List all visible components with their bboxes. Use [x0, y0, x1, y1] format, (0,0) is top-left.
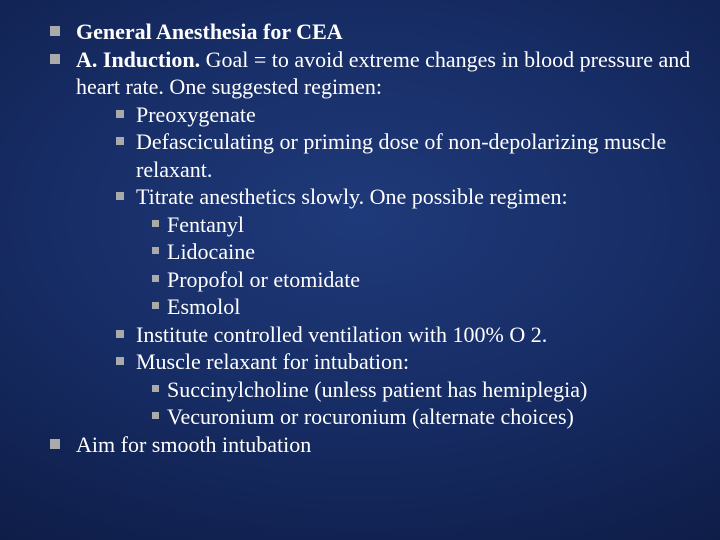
square-bullet-icon	[152, 247, 159, 254]
square-bullet-icon	[116, 357, 124, 365]
list-item-text: A. Induction. Goal = to avoid extreme ch…	[76, 46, 700, 101]
square-bullet-icon	[116, 330, 124, 338]
plain-text: Lidocaine	[167, 239, 255, 264]
square-bullet-icon	[50, 54, 60, 64]
square-bullet-icon	[50, 439, 60, 449]
square-bullet-icon	[152, 220, 159, 227]
list-item: Institute controlled ventilation with 10…	[116, 321, 700, 349]
list-item-text: Fentanyl	[167, 211, 244, 239]
plain-text: Esmolol	[167, 294, 240, 319]
list-item-text: Muscle relaxant for intubation:	[136, 348, 409, 376]
plain-text: Muscle relaxant for intubation:	[136, 349, 409, 374]
square-bullet-icon	[116, 137, 124, 145]
list-item: Fentanyl	[152, 211, 700, 239]
list-item-text: Defasciculating or priming dose of non-d…	[136, 128, 700, 183]
list-item: Esmolol	[152, 293, 700, 321]
list-item-text: Vecuronium or rocuronium (alternate choi…	[167, 403, 574, 431]
square-bullet-icon	[152, 275, 159, 282]
list-item: General Anesthesia for CEA	[50, 18, 700, 46]
plain-text: Vecuronium or rocuronium (alternate choi…	[167, 404, 574, 429]
bold-text: General Anesthesia for CEA	[76, 19, 343, 44]
list-item: Muscle relaxant for intubation:	[116, 348, 700, 376]
list-item: Defasciculating or priming dose of non-d…	[116, 128, 700, 183]
square-bullet-icon	[152, 302, 159, 309]
square-bullet-icon	[152, 412, 159, 419]
plain-text: Aim for smooth intubation	[76, 432, 311, 457]
slide: General Anesthesia for CEAA. Induction. …	[0, 0, 720, 540]
plain-text: Preoxygenate	[136, 102, 256, 127]
square-bullet-icon	[50, 26, 60, 36]
list-item: Preoxygenate	[116, 101, 700, 129]
plain-text: Fentanyl	[167, 212, 244, 237]
list-item-text: Institute controlled ventilation with 10…	[136, 321, 547, 349]
list-item: Titrate anesthetics slowly. One possible…	[116, 183, 700, 211]
list-item: A. Induction. Goal = to avoid extreme ch…	[50, 46, 700, 101]
bold-text: A. Induction.	[76, 47, 200, 72]
list-item-text: Aim for smooth intubation	[76, 431, 311, 459]
list-item-text: Succinylcholine (unless patient has hemi…	[167, 376, 587, 404]
plain-text: Titrate anesthetics slowly. One possible…	[136, 184, 568, 209]
list-item-text: Lidocaine	[167, 238, 255, 266]
list-item: Lidocaine	[152, 238, 700, 266]
plain-text: Propofol or etomidate	[167, 267, 360, 292]
plain-text: Defasciculating or priming dose of non-d…	[136, 129, 666, 182]
plain-text: Institute controlled ventilation with 10…	[136, 322, 547, 347]
list-item-text: Titrate anesthetics slowly. One possible…	[136, 183, 568, 211]
square-bullet-icon	[116, 110, 124, 118]
plain-text: Succinylcholine (unless patient has hemi…	[167, 377, 587, 402]
list-item: Succinylcholine (unless patient has hemi…	[152, 376, 700, 404]
list-item-text: Esmolol	[167, 293, 240, 321]
list-item-text: General Anesthesia for CEA	[76, 18, 343, 46]
list-item: Propofol or etomidate	[152, 266, 700, 294]
square-bullet-icon	[152, 385, 159, 392]
square-bullet-icon	[116, 192, 124, 200]
list-item-text: Preoxygenate	[136, 101, 256, 129]
list-item-text: Propofol or etomidate	[167, 266, 360, 294]
list-item: Aim for smooth intubation	[50, 431, 700, 459]
list-item: Vecuronium or rocuronium (alternate choi…	[152, 403, 700, 431]
